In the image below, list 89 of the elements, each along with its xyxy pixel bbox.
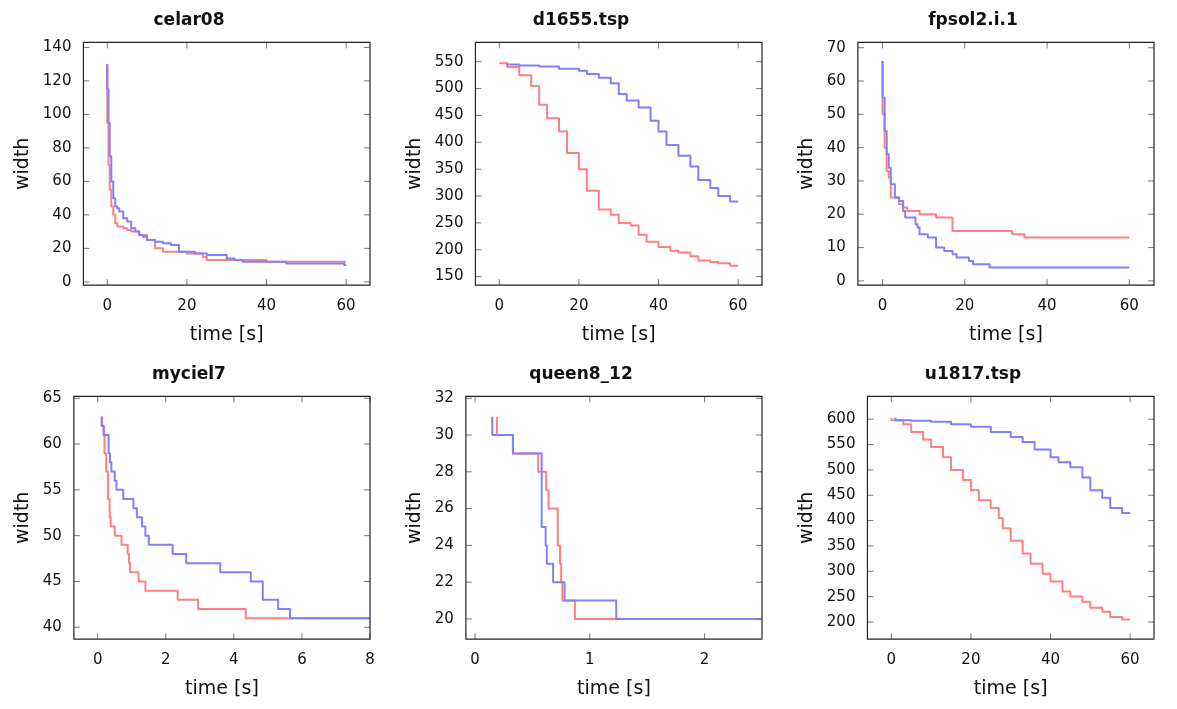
y-tick-label: 50 bbox=[826, 104, 846, 123]
y-tick-label: 0 bbox=[836, 270, 846, 289]
y-tick-label: 140 bbox=[42, 37, 72, 56]
y-tick-label: 60 bbox=[42, 433, 62, 452]
y-tick-label: 450 bbox=[434, 105, 464, 124]
y-tick-label: 32 bbox=[434, 388, 454, 407]
chart-title: queen8_12 bbox=[529, 362, 633, 383]
y-tick-label: 20 bbox=[52, 238, 72, 257]
x-tick-label: 2 bbox=[161, 650, 171, 669]
x-axis-title: time [s] bbox=[577, 675, 651, 698]
x-tick-label: 0 bbox=[877, 296, 888, 315]
y-tick-label: 30 bbox=[434, 424, 454, 443]
x-tick-label: 0 bbox=[470, 650, 480, 669]
x-axis-title: time [s] bbox=[189, 321, 264, 344]
x-axis-title: time [s] bbox=[185, 675, 259, 698]
x-tick-label: 60 bbox=[728, 296, 748, 315]
y-tick-label: 40 bbox=[826, 137, 846, 156]
y-tick-label: 350 bbox=[434, 159, 464, 178]
y-tick-label: 55 bbox=[42, 479, 62, 498]
y-tick-label: 500 bbox=[826, 459, 856, 478]
x-tick-label: 1 bbox=[585, 650, 595, 669]
y-tick-label: 300 bbox=[434, 185, 464, 204]
y-tick-label: 60 bbox=[52, 171, 72, 190]
y-tick-label: 70 bbox=[826, 37, 846, 56]
y-tick-label: 600 bbox=[826, 409, 856, 428]
y-tick-label: 450 bbox=[826, 485, 856, 504]
x-tick-label: 4 bbox=[229, 650, 239, 669]
y-tick-label: 100 bbox=[42, 104, 72, 123]
x-tick-label: 0 bbox=[92, 650, 103, 669]
y-tick-label: 20 bbox=[826, 204, 846, 223]
y-tick-label: 26 bbox=[434, 498, 454, 517]
y-tick-label: 45 bbox=[42, 571, 62, 590]
y-tick-label: 80 bbox=[52, 137, 72, 156]
y-tick-label: 250 bbox=[434, 212, 464, 231]
y-tick-label: 400 bbox=[434, 132, 464, 151]
x-tick-label: 60 bbox=[1119, 296, 1139, 315]
y-axis-title: width bbox=[794, 491, 817, 544]
y-tick-label: 120 bbox=[42, 70, 72, 89]
x-tick-label: 8 bbox=[365, 650, 375, 669]
y-tick-label: 10 bbox=[826, 237, 846, 256]
y-tick-label: 50 bbox=[42, 525, 62, 544]
y-axis-title: width bbox=[10, 137, 33, 190]
chart-title: fpsol2.i.1 bbox=[928, 8, 1018, 29]
chart-title: u1817.tsp bbox=[924, 362, 1022, 383]
x-tick-label: 40 bbox=[1040, 650, 1061, 669]
x-tick-label: 20 bbox=[569, 296, 589, 315]
x-tick-label: 20 bbox=[955, 296, 975, 315]
x-axis-title: time [s] bbox=[969, 321, 1043, 344]
x-axis-title: time [s] bbox=[973, 675, 1048, 698]
y-tick-label: 300 bbox=[826, 561, 856, 580]
y-tick-label: 20 bbox=[434, 608, 454, 627]
x-tick-label: 2 bbox=[699, 650, 710, 669]
chart-title: myciel7 bbox=[152, 362, 226, 383]
y-tick-label: 550 bbox=[434, 51, 464, 70]
y-tick-label: 24 bbox=[434, 535, 454, 554]
x-tick-label: 0 bbox=[886, 650, 897, 669]
y-tick-label: 400 bbox=[826, 510, 856, 529]
y-axis-title: width bbox=[402, 491, 425, 544]
y-tick-label: 60 bbox=[826, 70, 846, 89]
y-axis-title: width bbox=[794, 137, 817, 190]
y-tick-label: 22 bbox=[434, 572, 454, 591]
y-tick-label: 250 bbox=[826, 586, 856, 605]
x-tick-label: 20 bbox=[961, 650, 981, 669]
y-tick-label: 500 bbox=[434, 78, 464, 97]
y-axis-title: width bbox=[402, 137, 425, 190]
x-tick-label: 0 bbox=[102, 296, 113, 315]
x-tick-label: 60 bbox=[1120, 650, 1140, 669]
y-tick-label: 150 bbox=[434, 266, 464, 285]
y-tick-label: 28 bbox=[434, 461, 454, 480]
y-tick-label: 40 bbox=[42, 617, 62, 636]
x-tick-label: 6 bbox=[297, 650, 307, 669]
chart-title: celar08 bbox=[153, 8, 225, 29]
x-tick-label: 40 bbox=[648, 296, 669, 315]
y-tick-label: 350 bbox=[826, 535, 856, 554]
x-tick-label: 60 bbox=[336, 296, 356, 315]
chart-title: d1655.tsp bbox=[532, 8, 630, 29]
y-tick-label: 200 bbox=[434, 239, 464, 258]
y-axis-title: width bbox=[10, 491, 33, 544]
x-tick-label: 40 bbox=[256, 296, 277, 315]
y-tick-label: 30 bbox=[826, 170, 846, 189]
y-tick-label: 200 bbox=[826, 611, 856, 630]
x-tick-label: 0 bbox=[494, 296, 505, 315]
x-axis-title: time [s] bbox=[581, 321, 656, 344]
y-tick-label: 0 bbox=[61, 271, 72, 290]
y-tick-label: 65 bbox=[42, 388, 62, 407]
y-tick-label: 550 bbox=[826, 434, 856, 453]
y-tick-label: 40 bbox=[52, 204, 72, 223]
x-tick-label: 20 bbox=[177, 296, 197, 315]
x-tick-label: 40 bbox=[1037, 296, 1057, 315]
